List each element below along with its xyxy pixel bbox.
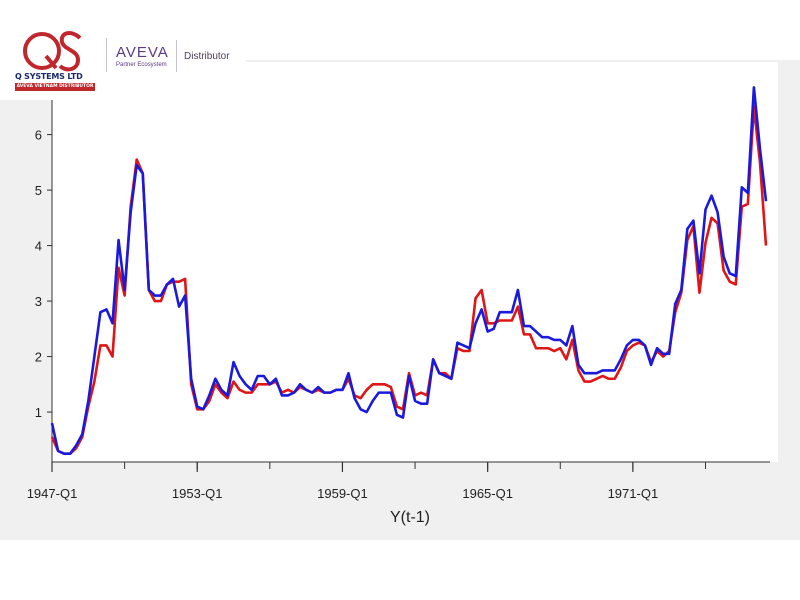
- y-ticks: 1 2 3 4 5 6: [35, 128, 52, 420]
- logo-divider: [106, 38, 107, 72]
- x-tick-label: 1953-Q1: [172, 486, 223, 501]
- y-tick-label: 6: [35, 128, 42, 143]
- x-ticks: 1947-Q1 1953-Q1 1959-Q1 1965-Q1 1971-Q1: [27, 462, 706, 501]
- y-tick-label: 4: [35, 239, 42, 254]
- series-blue-line: [50, 86, 768, 455]
- x-tick-label: 1947-Q1: [27, 486, 78, 501]
- qs-company-name: Q SYSTEMS LTD: [15, 72, 83, 81]
- y-tick-label: 1: [35, 405, 42, 420]
- qs-distributor-tagline: AVEVA VIETNAM DISTRIBUTOR: [15, 83, 95, 91]
- qs-logo-icon: [23, 31, 82, 72]
- y-tick-label: 2: [35, 350, 42, 365]
- y-tick-label: 5: [35, 183, 42, 198]
- x-tick-label: 1959-Q1: [317, 486, 368, 501]
- aveva-partner-label: Partner Ecosystem: [116, 62, 167, 68]
- x-tick-label: 1971-Q1: [608, 486, 659, 501]
- y-tick-label: 3: [35, 294, 42, 309]
- logo-divider: [176, 40, 177, 72]
- x-tick-label: 1965-Q1: [462, 486, 513, 501]
- x-axis-title: Y(t-1): [390, 509, 430, 526]
- series-layer: [50, 86, 768, 455]
- distributor-label: Distributor: [184, 51, 230, 62]
- aveva-logo: AVEVA: [116, 44, 169, 61]
